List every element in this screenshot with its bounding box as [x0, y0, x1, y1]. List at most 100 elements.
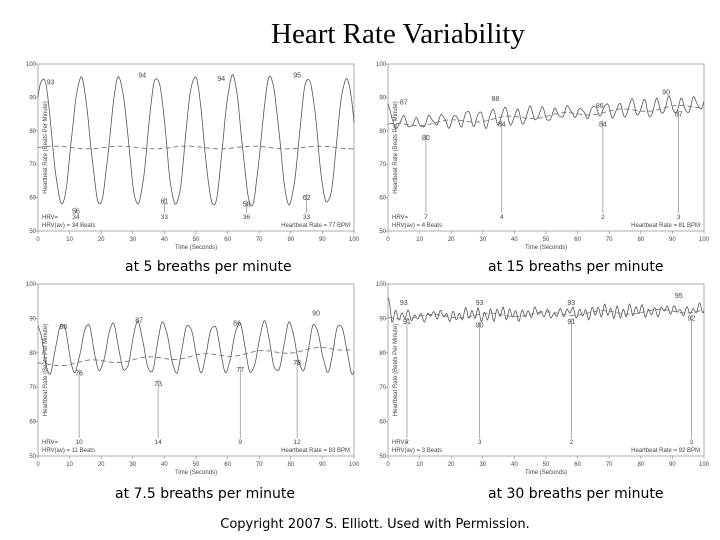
y-tick-label: 90 — [29, 316, 36, 322]
x-tick-label: 60 — [574, 237, 581, 243]
x-tick-label: 90 — [669, 462, 676, 468]
peak-label: 87 — [135, 317, 143, 324]
y-tick-label: 70 — [379, 162, 386, 168]
peak-label: 86 — [596, 103, 604, 110]
x-tick-label: 10 — [66, 462, 73, 468]
y-tick-label: 100 — [26, 62, 37, 68]
trough-label: 90 — [476, 322, 484, 329]
hrv-value: 3 — [690, 439, 694, 446]
caption-30bpm: at 30 breaths per minute — [488, 486, 664, 502]
x-tick-label: 30 — [129, 237, 136, 243]
x-tick-label: 20 — [448, 462, 455, 468]
hrv-average-label: HRV(av) = 34 Beats — [42, 223, 95, 229]
trough-label: 91 — [567, 319, 575, 326]
peak-label: 86 — [59, 324, 67, 331]
series-average — [387, 308, 705, 320]
x-axis-label: Time (Seconds) — [525, 245, 567, 251]
x-tick-label: 0 — [36, 237, 40, 243]
peak-label: 88 — [492, 96, 500, 103]
peak-label: 93 — [567, 300, 575, 307]
hrv-value: 4 — [500, 214, 504, 221]
y-tick-label: 50 — [29, 229, 36, 235]
y-tick-label: 50 — [379, 229, 386, 235]
x-tick-label: 0 — [386, 462, 390, 468]
peak-label: 86 — [233, 321, 241, 328]
hrv-value: 2 — [569, 439, 573, 446]
x-tick-label: 10 — [416, 237, 423, 243]
x-tick-label: 90 — [319, 462, 326, 468]
y-tick-label: 50 — [29, 454, 36, 460]
y-tick-label: 60 — [29, 420, 36, 426]
hrv-average-label: HRV(av) = 3 Beats — [392, 448, 442, 454]
y-tick-label: 80 — [379, 129, 386, 135]
hrv-value: 10 — [75, 439, 83, 446]
x-tick-label: 30 — [479, 462, 486, 468]
x-tick-label: 100 — [699, 462, 710, 468]
trough-label: 84 — [599, 121, 607, 128]
hrv-value: 3 — [677, 214, 681, 221]
peak-label: 87 — [400, 99, 408, 106]
series-heartbeat — [37, 74, 355, 207]
x-tick-label: 60 — [574, 462, 581, 468]
y-tick-label: 60 — [379, 196, 386, 202]
caption-5bpm: at 5 breaths per minute — [125, 259, 292, 275]
x-tick-label: 10 — [66, 237, 73, 243]
x-tick-label: 80 — [287, 237, 294, 243]
x-tick-label: 80 — [637, 462, 644, 468]
x-tick-label: 100 — [349, 237, 360, 243]
hrv-value: 9 — [238, 439, 242, 446]
trough-label: 58 — [243, 202, 251, 209]
hrv-average-label: HRV(av) = 11 Beats — [42, 448, 95, 454]
y-axis-label: Heartbeat Rate (Beats Per Minute) — [393, 101, 399, 193]
hrv-value: 12 — [294, 439, 302, 446]
page-title: Heart Rate Variability — [271, 18, 525, 50]
x-tick-label: 50 — [193, 462, 200, 468]
hrv-value: 3 — [478, 439, 482, 446]
y-axis-label: Heartbeat Rate (Beats Per Minute) — [43, 324, 49, 416]
chart-5bpm: 0 10 20 30 40 50 60 70 80 90 100 50 60 70 80 90 100 Time … — [26, 62, 360, 251]
trough-label: 84 — [498, 121, 506, 128]
hrv-value: 2 — [405, 439, 409, 446]
chart-7-5bpm: 0 10 20 30 40 50 60 70 80 90 100 50 60 70 80 90 100 Time … — [26, 282, 360, 476]
hrv-label: HRV= — [42, 440, 59, 446]
x-tick-label: 80 — [287, 462, 294, 468]
hrv-value: 2 — [601, 214, 605, 221]
x-tick-label: 70 — [256, 462, 263, 468]
plot-frame — [387, 63, 705, 232]
peak-label: 93 — [47, 79, 55, 86]
trough-label: 76 — [75, 371, 83, 378]
x-tick-label: 100 — [349, 462, 360, 468]
y-tick-label: 90 — [379, 316, 386, 322]
trough-label: 92 — [687, 316, 695, 323]
heartbeat-rate-label: Heartbeat Rate = 77 BPM — [281, 223, 350, 229]
y-tick-label: 100 — [376, 62, 387, 68]
y-tick-label: 70 — [29, 162, 36, 168]
chart-panel-5bpm: 0 10 20 30 40 50 60 70 80 90 100 50 60 70 80 90 100 Time … — [22, 58, 362, 253]
y-tick-label: 70 — [379, 385, 386, 391]
y-tick-label: 80 — [379, 351, 386, 357]
hrv-label: HRV= — [42, 215, 59, 221]
y-tick-label: 80 — [29, 129, 36, 135]
y-tick-label: 70 — [29, 385, 36, 391]
y-tick-label: 50 — [379, 454, 386, 460]
series-average — [38, 347, 355, 367]
copyright-note: Copyright 2007 S. Elliott. Used with Per… — [220, 517, 530, 532]
x-axis-label: Time (Seconds) — [175, 470, 217, 476]
x-tick-label: 70 — [606, 237, 613, 243]
x-tick-label: 70 — [606, 462, 613, 468]
plot-frame — [37, 283, 355, 457]
peak-label: 93 — [400, 300, 408, 307]
series-average — [37, 145, 354, 150]
y-tick-label: 100 — [376, 282, 387, 288]
x-tick-label: 30 — [129, 462, 136, 468]
peak-label: 94 — [138, 73, 146, 80]
hrv-value: 14 — [154, 439, 162, 446]
y-tick-label: 60 — [29, 196, 36, 202]
chart-panel-15bpm: 0 10 20 30 40 50 60 70 80 90 100 50 60 70 80 90 100 Time … — [372, 58, 712, 253]
x-axis-label: Time (Seconds) — [525, 470, 567, 476]
hrv-label: HRV= — [392, 215, 409, 221]
peak-label: 95 — [293, 73, 301, 80]
x-tick-label: 60 — [224, 237, 231, 243]
x-tick-label: 40 — [161, 462, 168, 468]
x-tick-label: 50 — [193, 237, 200, 243]
